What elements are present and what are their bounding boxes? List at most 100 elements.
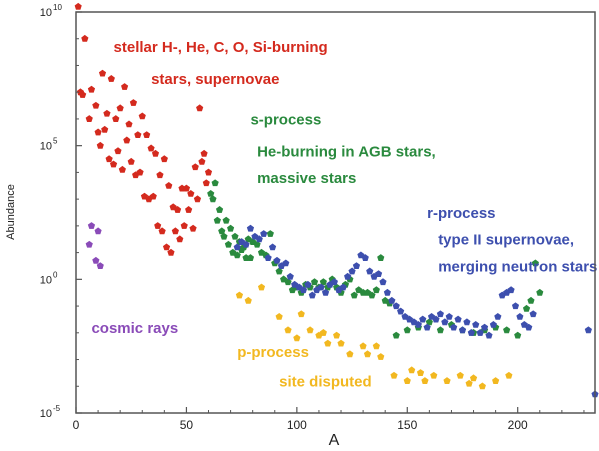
data-point	[202, 179, 210, 187]
data-point	[180, 222, 188, 229]
data-point	[282, 259, 290, 267]
data-point	[156, 171, 164, 179]
data-point	[472, 321, 480, 328]
data-point	[118, 165, 126, 173]
data-point	[372, 342, 380, 350]
data-point	[584, 326, 592, 334]
data-point	[246, 224, 255, 232]
annotation-stellar-1: stellar H-, He, C, O, Si-burning	[114, 39, 328, 56]
data-point	[198, 157, 206, 165]
data-point	[450, 323, 458, 331]
data-point	[107, 75, 115, 82]
x-tick-label: 150	[397, 418, 417, 432]
data-point	[304, 280, 312, 288]
data-point	[191, 163, 199, 171]
y-tick-label: 10	[40, 408, 52, 420]
data-point	[390, 371, 398, 379]
data-point	[96, 141, 104, 149]
data-point	[231, 232, 239, 240]
data-point	[233, 251, 241, 259]
data-point	[196, 104, 204, 112]
data-point	[136, 168, 144, 176]
data-point	[416, 369, 425, 377]
data-point	[352, 262, 361, 270]
data-point	[151, 149, 160, 157]
data-point	[266, 230, 274, 237]
x-tick-label: 200	[508, 418, 528, 432]
data-point	[403, 326, 411, 334]
data-point	[127, 157, 135, 165]
data-point	[235, 291, 244, 299]
data-point	[372, 286, 380, 294]
data-point	[297, 310, 305, 318]
data-point	[189, 224, 197, 232]
data-point	[149, 192, 157, 200]
data-point	[275, 313, 283, 320]
x-tick-label: 0	[73, 418, 80, 432]
data-point	[319, 329, 327, 336]
data-point	[339, 283, 347, 291]
data-point	[368, 291, 376, 299]
data-point	[284, 326, 292, 334]
data-point	[286, 272, 294, 280]
data-point	[98, 69, 107, 77]
data-point	[260, 230, 268, 237]
data-point	[348, 267, 356, 275]
data-point	[293, 334, 301, 342]
data-point	[121, 83, 129, 90]
annotations-layer: stellar H-, He, C, O, Si-burning stars, s…	[91, 39, 597, 390]
data-point	[494, 313, 502, 320]
data-point	[319, 278, 327, 286]
data-point	[423, 323, 431, 331]
data-point	[480, 323, 489, 331]
data-point	[109, 160, 118, 168]
data-point	[268, 243, 277, 251]
plot-frame	[75, 11, 596, 414]
data-point	[463, 318, 471, 326]
data-point	[209, 195, 217, 203]
data-point	[101, 125, 109, 133]
data-point	[489, 321, 497, 328]
data-point	[363, 350, 372, 358]
data-point	[333, 331, 341, 339]
data-point	[478, 382, 486, 390]
data-point	[476, 329, 484, 336]
data-point	[346, 350, 354, 358]
data-point	[154, 222, 162, 229]
data-point	[187, 190, 195, 197]
data-point	[123, 136, 131, 144]
annotation-s-process-2: He-burning in AGB stars,	[257, 143, 436, 160]
data-point	[445, 313, 453, 320]
data-point	[374, 270, 383, 278]
data-point	[182, 184, 191, 192]
data-point	[125, 120, 133, 128]
data-point	[536, 288, 544, 296]
data-point	[379, 278, 387, 286]
data-point	[74, 2, 82, 10]
data-point	[516, 313, 524, 320]
x-axis-label: A	[329, 432, 340, 449]
data-point	[257, 283, 266, 291]
data-point	[467, 329, 475, 336]
data-point	[527, 296, 535, 304]
data-point	[167, 248, 175, 256]
data-points-layer	[74, 2, 599, 398]
data-point	[377, 254, 385, 262]
data-point	[253, 240, 261, 248]
data-point	[392, 302, 400, 310]
x-tick-label: 100	[287, 418, 307, 432]
y-axis-label: Abundance	[5, 184, 17, 240]
annotation-s-process-3: massive stars	[257, 170, 356, 187]
data-point	[94, 128, 102, 136]
data-point	[200, 149, 208, 157]
data-point	[392, 331, 400, 339]
data-point	[176, 235, 184, 243]
y-tick-label: 10	[40, 7, 52, 19]
data-point	[158, 227, 166, 235]
data-point	[507, 286, 515, 294]
y-tick-exponent: 10	[53, 3, 62, 12]
data-point	[421, 377, 429, 385]
data-point	[87, 85, 96, 93]
